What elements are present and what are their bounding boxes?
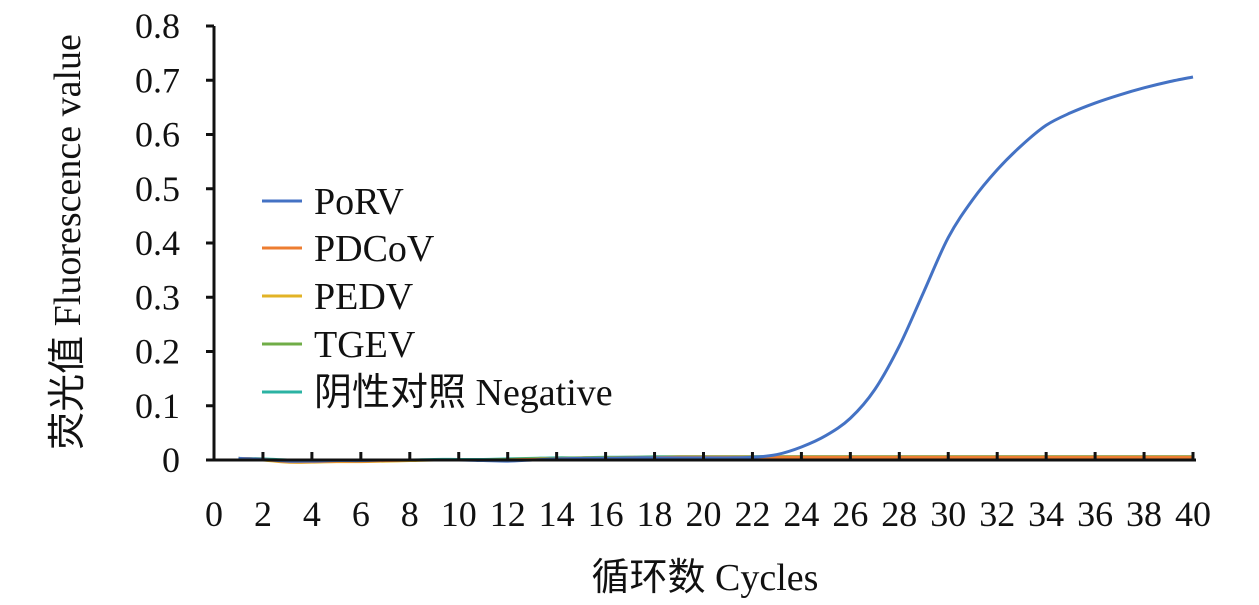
x-tick-label: 24 xyxy=(783,494,819,534)
x-tick-label: 4 xyxy=(303,494,321,534)
x-tick-label: 14 xyxy=(539,494,575,534)
legend-item: TGEV xyxy=(262,324,416,366)
y-tick-label: 0.1 xyxy=(135,386,180,426)
x-ticks: 0 2 4 6 8 10 12 14 16 18 20 22 24 26 28 30 32 34 36 38 40 xyxy=(205,452,1211,534)
x-tick-label: 10 xyxy=(441,494,477,534)
y-ticks: 0 0.1 0.2 0.3 0.4 0.5 0.6 0.7 0.8 xyxy=(135,6,214,480)
x-tick-label: 6 xyxy=(352,494,370,534)
x-tick-label: 30 xyxy=(930,494,966,534)
legend-item: 阴性对照 Negative xyxy=(262,372,613,414)
y-tick-label: 0.3 xyxy=(135,277,180,317)
x-tick-label: 36 xyxy=(1077,494,1113,534)
x-tick-label: 0 xyxy=(205,494,223,534)
x-tick-label: 18 xyxy=(637,494,673,534)
legend-label: PEDV xyxy=(314,276,414,318)
x-tick-label: 32 xyxy=(979,494,1015,534)
x-tick-label: 12 xyxy=(490,494,526,534)
y-tick-label: 0.6 xyxy=(135,115,180,155)
x-tick-label: 38 xyxy=(1126,494,1162,534)
x-tick-label: 16 xyxy=(588,494,624,534)
x-tick-label: 28 xyxy=(881,494,917,534)
y-tick-label: 0.5 xyxy=(135,169,180,209)
y-tick-label: 0.2 xyxy=(135,332,180,372)
legend-label: PoRV xyxy=(314,181,404,223)
x-tick-label: 40 xyxy=(1175,494,1211,534)
x-tick-label: 26 xyxy=(832,494,868,534)
legend-item: PEDV xyxy=(262,276,414,318)
x-tick-label: 22 xyxy=(734,494,770,534)
y-tick-label: 0 xyxy=(162,440,180,480)
y-axis-label: 荧光值 Fluorescence value xyxy=(47,34,89,450)
legend-label: TGEV xyxy=(314,324,416,366)
legend-label: 阴性对照 Negative xyxy=(314,372,613,414)
legend-item: PDCoV xyxy=(262,228,435,270)
y-tick-label: 0.4 xyxy=(135,223,180,263)
legend: PoRV PDCoV PEDV TGEV 阴性对照 Negative xyxy=(262,181,613,414)
legend-item: PoRV xyxy=(262,181,404,223)
legend-label: PDCoV xyxy=(314,228,435,270)
x-tick-label: 8 xyxy=(401,494,419,534)
x-tick-label: 34 xyxy=(1028,494,1064,534)
x-axis-label: 循环数 Cycles xyxy=(592,557,819,599)
y-tick-label: 0.8 xyxy=(135,6,180,46)
x-tick-label: 20 xyxy=(686,494,722,534)
y-tick-label: 0.7 xyxy=(135,60,180,100)
x-tick-label: 2 xyxy=(254,494,272,534)
